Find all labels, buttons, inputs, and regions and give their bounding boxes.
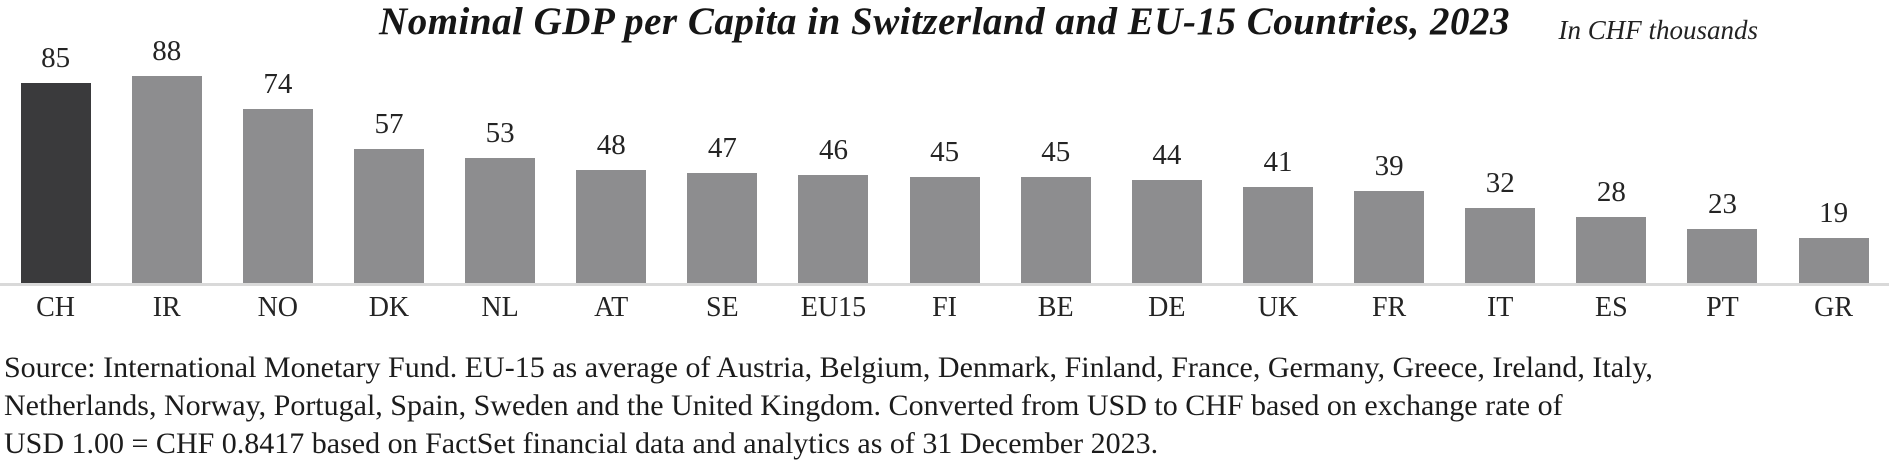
bar-column-uk: 41 <box>1222 30 1333 283</box>
bar-column-pt: 23 <box>1667 30 1778 283</box>
source-line: USD 1.00 = CHF 0.8417 based on FactSet f… <box>4 427 1159 460</box>
x-axis-label-se: SE <box>705 292 739 323</box>
x-axis-label-es: ES <box>1594 292 1628 323</box>
bar-value-label: 45 <box>1041 136 1071 169</box>
x-axis-label-ch: CH <box>36 292 76 323</box>
x-axis-label-pt: PT <box>1706 292 1739 323</box>
x-axis-label-eu15: EU15 <box>800 292 867 323</box>
source-line: Source: International Monetary Fund. EU-… <box>4 351 1653 384</box>
bar-ch <box>20 83 91 283</box>
bar-value-label: 85 <box>41 42 71 75</box>
source-note: Source: International Monetary Fund. EU-… <box>4 349 1881 463</box>
x-axis-label-uk: UK <box>1257 292 1299 323</box>
bar-column-at: 48 <box>556 30 667 283</box>
bar-value-label: 41 <box>1263 145 1293 178</box>
x-axis-label-de: DE <box>1148 292 1186 323</box>
bar-value-label: 23 <box>1707 187 1737 220</box>
plot-area: 85 88 74 57 53 48 47 46 45 45 44 41 39 32 28 23 19 <box>0 30 1889 283</box>
bar-column-fi: 45 <box>889 30 1000 283</box>
bar-fi <box>909 177 980 283</box>
x-axis-label-gr: GR <box>1814 292 1854 323</box>
bar-value-label: 44 <box>1152 138 1182 171</box>
bar-value-label: 53 <box>485 117 515 150</box>
bar-it <box>1465 207 1536 283</box>
x-axis-label-it: IT <box>1486 292 1514 323</box>
bar-gr <box>1798 238 1869 283</box>
bar-column-be: 45 <box>1000 30 1111 283</box>
bar-nl <box>465 158 536 283</box>
bar-value-label: 48 <box>596 129 626 162</box>
bar-value-label: 57 <box>374 108 404 141</box>
bar-column-nl: 53 <box>445 30 556 283</box>
bar-column-se: 47 <box>667 30 778 283</box>
x-axis-label-at: AT <box>594 292 629 323</box>
bar-de <box>1131 179 1202 283</box>
source-line: Netherlands, Norway, Portugal, Spain, Sw… <box>4 389 1563 422</box>
chart-title: Nominal GDP per Capita in Switzerland an… <box>379 0 1510 43</box>
bar-value-label: 45 <box>930 136 960 169</box>
bar-column-ir: 88 <box>111 30 222 283</box>
bar-column-es: 28 <box>1556 30 1667 283</box>
bar-eu15 <box>798 174 869 283</box>
x-axis-label-fi: FI <box>932 292 958 323</box>
bar-value-label: 88 <box>152 35 182 68</box>
bar-value-label: 47 <box>707 131 737 164</box>
bar-fr <box>1354 191 1425 283</box>
bar-column-ch: 85 <box>0 30 111 283</box>
bar-no <box>242 109 313 283</box>
bar-uk <box>1242 186 1313 283</box>
bar-es <box>1576 217 1647 283</box>
x-axis-labels: CH IR NO DK NL AT SE EU15 FI BE DE UK FR IT ES PT GR <box>0 294 1889 322</box>
bar-ir <box>131 76 202 283</box>
bar-value-label: 39 <box>1374 150 1404 183</box>
unit-label: In CHF thousands <box>1558 15 1758 45</box>
bar-be <box>1020 177 1091 283</box>
x-axis-label-ir: IR <box>152 292 181 323</box>
x-axis-label-nl: NL <box>481 292 519 323</box>
bar-column-it: 32 <box>1445 30 1556 283</box>
bar-se <box>687 172 758 283</box>
bar-dk <box>353 149 424 283</box>
bar-at <box>576 170 647 283</box>
bar-column-no: 74 <box>222 30 333 283</box>
bar-column-dk: 57 <box>333 30 444 283</box>
x-axis-label-be: BE <box>1037 292 1074 323</box>
bar-column-gr: 19 <box>1778 30 1889 283</box>
bar-column-de: 44 <box>1111 30 1222 283</box>
bar-value-label: 74 <box>263 68 293 101</box>
bar-value-label: 28 <box>1596 176 1626 209</box>
bar-value-label: 19 <box>1819 197 1849 230</box>
x-axis-label-dk: DK <box>368 292 410 323</box>
bar-column-fr: 39 <box>1334 30 1445 283</box>
x-axis-label-fr: FR <box>1371 292 1407 323</box>
bar-pt <box>1687 228 1758 283</box>
x-axis-line <box>0 283 1889 286</box>
bar-column-eu15: 46 <box>778 30 889 283</box>
x-axis-label-no: NO <box>257 292 299 323</box>
bar-value-label: 46 <box>818 133 848 166</box>
bar-value-label: 32 <box>1485 166 1515 199</box>
